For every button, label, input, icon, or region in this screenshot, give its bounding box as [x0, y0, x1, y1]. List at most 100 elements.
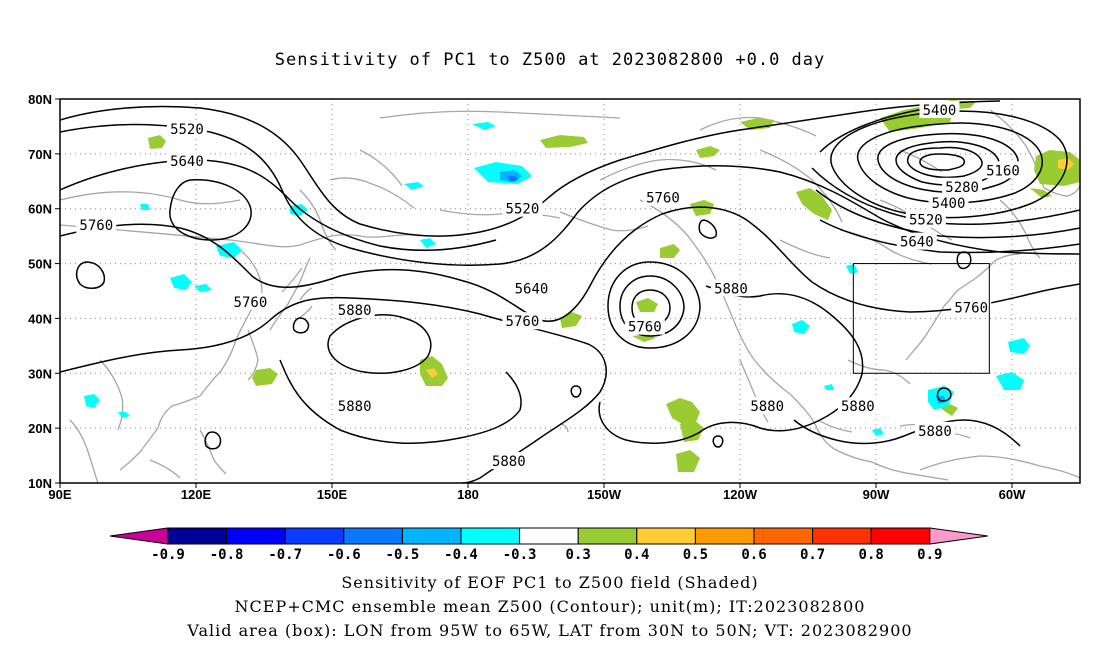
colorbar-label: -0.4: [444, 547, 478, 563]
map-frame: [59, 98, 1081, 484]
contour-label-bg: [488, 452, 529, 470]
colorbar-label: -0.6: [327, 547, 361, 563]
colorbar-swatch: [519, 527, 579, 545]
contour-label: 5880: [714, 281, 748, 297]
colorbar-swatch: [812, 527, 872, 545]
contour-label: 5880: [750, 399, 784, 415]
colorbar-swatch: [401, 527, 462, 545]
contour-label: 5880: [492, 454, 526, 470]
contour-label-bg: [76, 216, 117, 234]
colorbar-label: -0.8: [210, 547, 244, 563]
contour-label: 5520: [909, 213, 943, 229]
contour-label-bg: [166, 120, 207, 138]
lon-tick-label: 180: [457, 487, 479, 502]
contour-label-bg: [502, 199, 543, 217]
colorbar-high-tip: [929, 527, 988, 545]
colorbar-label: 0.3: [566, 547, 591, 563]
contour-label: 5520: [506, 202, 540, 218]
contour-label-bg: [710, 279, 751, 297]
colorbar-label: -0.5: [386, 547, 420, 563]
colorbar-label: -0.3: [503, 547, 537, 563]
contour-label-bg: [334, 397, 375, 415]
contour-label-bg: [624, 317, 665, 335]
contour-label: 5280: [945, 180, 979, 196]
colorbar-swatch: [167, 527, 228, 545]
contour-label-bg: [951, 298, 992, 316]
lat-tick-label: 30N: [28, 366, 52, 381]
lat-tick-label: 70N: [28, 147, 52, 162]
contour-label: 5400: [932, 196, 966, 212]
colorbar-swatch: [753, 527, 814, 545]
contour-label: 5760: [628, 320, 662, 336]
contour-label: 5760: [954, 300, 988, 316]
lat-tick-label: 20N: [28, 421, 52, 436]
contour-label: 5760: [234, 295, 268, 311]
contour-label: 5400: [923, 103, 957, 119]
lat-tick-label: 40N: [28, 311, 52, 326]
axis-ticks: [55, 98, 1013, 488]
contour-label: 5760: [79, 218, 113, 234]
contour-label-bg: [896, 232, 937, 250]
lon-tick-label: 150E: [317, 487, 348, 502]
lon-tick-label: 90W: [863, 487, 890, 502]
contour-labels: 5520 5640 5760 5760 5880 5880 5880 5520 5640 5760…: [76, 100, 1023, 470]
plot-title: Sensitivity of PC1 to Z500 at 2023082800…: [274, 50, 826, 70]
colorbar-label: 0.6: [741, 547, 766, 563]
contour-label: 5640: [515, 281, 549, 297]
colorbar-label: -0.7: [268, 547, 302, 563]
contour-label-bg: [837, 397, 878, 415]
colorbar-label: 0.7: [800, 547, 825, 563]
colorbar-swatch: [870, 527, 931, 545]
contour-label: 5880: [338, 399, 372, 415]
footer-line-3: Valid area (box): LON from 95W to 65W, L…: [187, 621, 913, 640]
contour-label-bg: [502, 312, 543, 330]
colorbar-label: 0.9: [917, 547, 942, 563]
sensitivity-shading: [84, 100, 1080, 472]
contour-label-bg: [166, 151, 207, 169]
footer-line-1: Sensitivity of EOF PC1 to Z500 field (Sh…: [341, 573, 759, 592]
lat-tick-label: 80N: [28, 92, 52, 107]
contour-label: 5160: [986, 163, 1020, 179]
lon-tick-label: 120W: [723, 487, 758, 502]
lon-tick-label: 60W: [999, 487, 1026, 502]
colorbar-label: 0.8: [859, 547, 884, 563]
colorbar-swatch: [284, 527, 345, 545]
contour-label: 5760: [506, 314, 540, 330]
contour-label: 5760: [646, 191, 680, 207]
colorbar-low-tip: [109, 527, 169, 545]
contour-label-bg: [914, 421, 955, 439]
contour-label-bg: [747, 397, 788, 415]
contour-label: 5640: [900, 235, 934, 251]
lon-tick-label: 90E: [48, 487, 71, 502]
contour-label: 5520: [170, 122, 204, 138]
contour-label: 5640: [170, 154, 204, 170]
contour-label-bg: [942, 177, 983, 195]
contour-label-bg: [642, 188, 683, 206]
colorbar-swatch: [577, 527, 638, 545]
contour-label-bg: [334, 301, 375, 319]
contour-label: 5880: [841, 399, 875, 415]
colorbar-swatch: [636, 527, 696, 545]
colorbar-swatch: [694, 527, 755, 545]
contour-label: 5880: [918, 424, 952, 440]
lat-tick-label: 60N: [28, 202, 52, 217]
valid-area-box: [852, 263, 990, 374]
contour-label-bg: [982, 161, 1023, 179]
contour-label-bg: [928, 194, 969, 212]
contour-label-bg: [919, 100, 960, 118]
lon-tick-label: 150W: [587, 487, 622, 502]
longitude-tick-labels: 90E 120E 150E 180 150W 120W 90W 60W: [48, 487, 1026, 502]
colorbar: -0.9 -0.8 -0.7 -0.6 -0.5 -0.4 -0.3 0.3 0.4 0.5 0.6…: [109, 527, 988, 563]
contour-label-bg: [905, 210, 946, 228]
contour-label: 5880: [338, 303, 372, 319]
lat-tick-label: 10N: [28, 476, 52, 491]
colorbar-swatch: [226, 527, 286, 545]
colorbar-swatch: [343, 527, 403, 545]
colorbar-label: 0.5: [683, 547, 708, 563]
latitude-tick-labels: 80N 70N 60N 50N 40N 30N 20N 10N: [28, 92, 52, 491]
colorbar-label: -0.9: [151, 547, 185, 563]
colorbar-swatch: [460, 527, 521, 545]
lat-tick-label: 50N: [28, 257, 52, 272]
footer-line-2: NCEP+CMC ensemble mean Z500 (Contour); u…: [234, 597, 866, 616]
